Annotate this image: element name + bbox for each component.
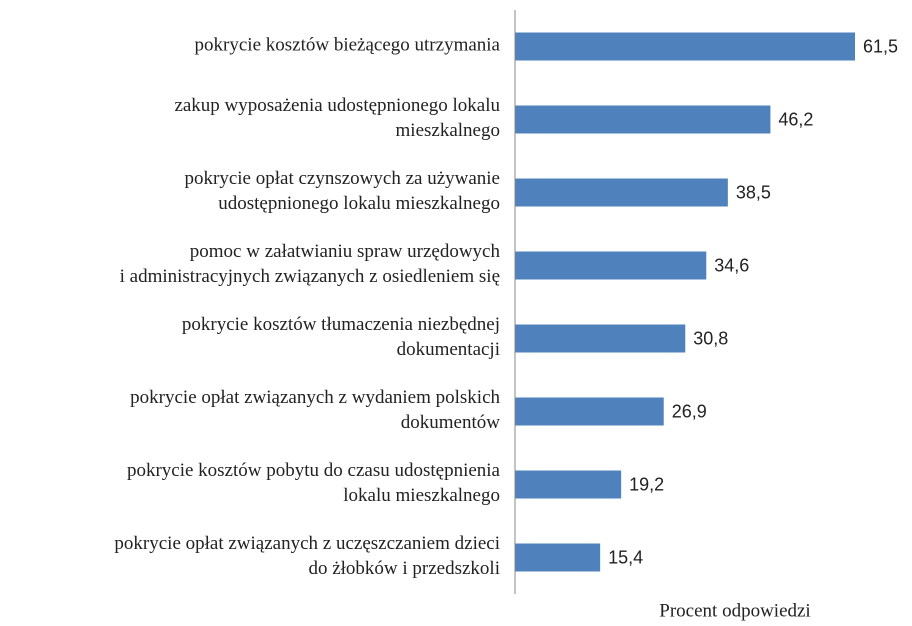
- category-label: pokrycie opłat czynszowych za używanie ud…: [185, 168, 500, 214]
- category-label: pomoc w załatwianiu spraw urzędowych i ad…: [120, 241, 501, 287]
- bar: [515, 178, 728, 207]
- value-label: 30,8: [693, 328, 728, 348]
- value-label: 46,2: [778, 109, 813, 129]
- category-label: pokrycie kosztów pobytu do czasu udostęp…: [127, 460, 501, 506]
- bar: [515, 105, 771, 134]
- bar: [515, 397, 664, 426]
- bar: [515, 543, 601, 572]
- category-label: zakup wyposażenia udostępnionego lokalu m…: [174, 95, 500, 141]
- value-label: 61,5: [863, 36, 898, 56]
- category-label: pokrycie kosztów bieżącego utrzymania: [195, 35, 501, 56]
- value-label: 34,6: [714, 255, 749, 275]
- category-label: pokrycie opłat związanych z uczęszczanie…: [114, 533, 500, 579]
- value-label: 26,9: [672, 401, 707, 421]
- bar: [515, 32, 856, 61]
- category-label: pokrycie kosztów tłumaczenia niezbędnej d…: [182, 314, 500, 360]
- bar: [515, 470, 622, 499]
- value-label: 15,4: [608, 547, 643, 567]
- value-label: 19,2: [629, 474, 664, 494]
- category-label: pokrycie opłat związanych z wydaniem pol…: [130, 387, 500, 433]
- x-axis-label: Procent odpowiedzi: [659, 600, 810, 621]
- bar: [515, 324, 686, 353]
- bar: [515, 251, 707, 280]
- value-label: 38,5: [736, 182, 771, 202]
